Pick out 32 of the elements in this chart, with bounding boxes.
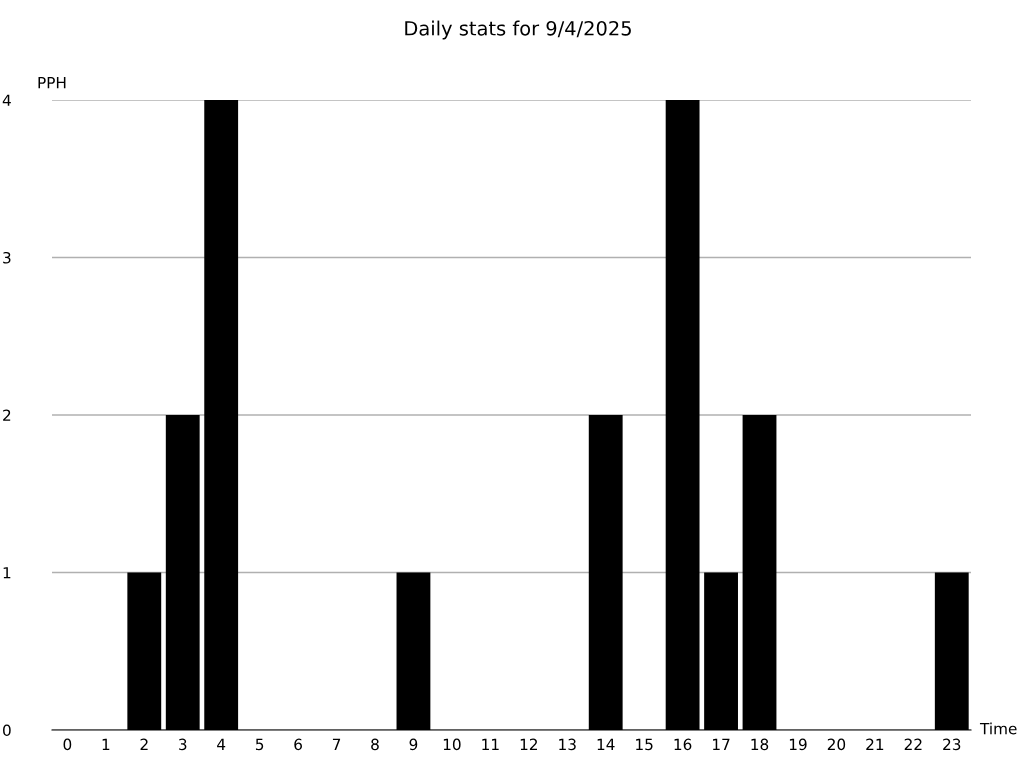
x-tick-label: 3 xyxy=(179,738,187,751)
y-tick-label: 2 xyxy=(3,409,11,421)
x-tick-label: 19 xyxy=(789,738,807,751)
x-tick-label: 2 xyxy=(140,738,148,750)
x-tick-label: 6 xyxy=(294,738,302,751)
y-tick-label: 0 xyxy=(3,724,11,737)
x-tick-label: 23 xyxy=(943,738,961,751)
y-tick-label: 3 xyxy=(3,251,11,264)
x-tick-label: 1 xyxy=(102,738,110,750)
x-tick-label: 16 xyxy=(674,738,692,751)
x-tick-label: 10 xyxy=(443,738,461,751)
y-tick-label: 1 xyxy=(3,567,11,579)
x-tick-label: 7 xyxy=(332,738,341,750)
x-tick-label: 13 xyxy=(559,738,576,751)
x-tick-label: 21 xyxy=(866,738,884,750)
x-tick-label: 17 xyxy=(713,738,730,750)
x-tick-label: 5 xyxy=(255,738,264,751)
y-axis-title: PPH xyxy=(38,77,66,89)
x-tick-label: 8 xyxy=(371,738,379,751)
x-tick-label: 14 xyxy=(597,738,615,750)
x-tick-label: 0 xyxy=(63,738,72,751)
x-tick-label: 11 xyxy=(482,738,499,750)
chart-title: Daily stats for 9/4/2025 xyxy=(405,20,631,40)
x-tick-label: 15 xyxy=(636,738,653,751)
x-axis-title: Time xyxy=(979,722,1017,735)
x-tick-label: 12 xyxy=(520,738,537,750)
x-tick-label: 20 xyxy=(827,738,846,751)
x-tick-label: 9 xyxy=(409,738,418,751)
x-tick-label: 4 xyxy=(217,738,226,750)
x-tick-label: 22 xyxy=(904,738,922,750)
x-tick-label: 18 xyxy=(751,738,769,751)
y-tick-label: 4 xyxy=(2,94,11,106)
